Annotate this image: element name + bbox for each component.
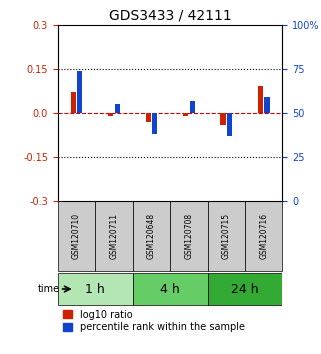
Text: 4 h: 4 h bbox=[160, 282, 180, 296]
Text: GSM120711: GSM120711 bbox=[109, 213, 118, 259]
Text: GSM120710: GSM120710 bbox=[72, 213, 81, 259]
FancyBboxPatch shape bbox=[245, 201, 282, 272]
FancyBboxPatch shape bbox=[170, 201, 208, 272]
FancyBboxPatch shape bbox=[58, 201, 95, 272]
Bar bbox=[221, 113, 226, 125]
Bar bbox=[227, 113, 232, 136]
Text: time: time bbox=[38, 284, 60, 294]
Bar bbox=[183, 113, 188, 116]
Text: GSM120708: GSM120708 bbox=[184, 213, 193, 259]
FancyBboxPatch shape bbox=[58, 273, 133, 305]
Bar bbox=[189, 101, 195, 113]
Bar bbox=[115, 104, 120, 113]
Text: GSM120715: GSM120715 bbox=[222, 213, 231, 259]
FancyBboxPatch shape bbox=[133, 201, 170, 272]
Bar bbox=[77, 70, 82, 113]
Bar bbox=[258, 86, 263, 113]
FancyBboxPatch shape bbox=[208, 273, 282, 305]
Text: GSM120648: GSM120648 bbox=[147, 213, 156, 259]
Text: 1 h: 1 h bbox=[85, 282, 105, 296]
Bar bbox=[108, 113, 113, 116]
Bar bbox=[152, 113, 157, 134]
Bar bbox=[71, 92, 76, 113]
FancyBboxPatch shape bbox=[208, 201, 245, 272]
FancyBboxPatch shape bbox=[95, 201, 133, 272]
Text: 24 h: 24 h bbox=[231, 282, 259, 296]
Title: GDS3433 / 42111: GDS3433 / 42111 bbox=[109, 8, 231, 22]
Bar bbox=[145, 113, 151, 122]
FancyBboxPatch shape bbox=[133, 273, 208, 305]
Bar bbox=[265, 97, 270, 113]
Text: GSM120716: GSM120716 bbox=[259, 213, 268, 259]
Legend: log10 ratio, percentile rank within the sample: log10 ratio, percentile rank within the … bbox=[63, 309, 245, 332]
